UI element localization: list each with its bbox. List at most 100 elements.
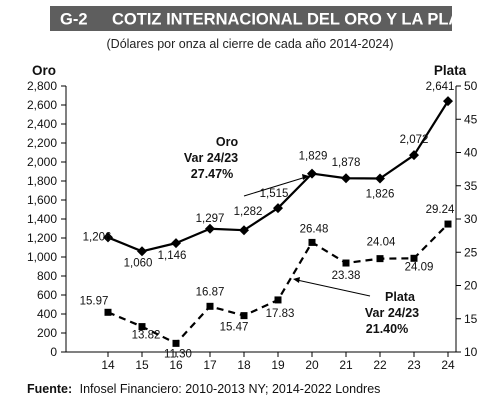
oro-data-label: 1,060	[124, 257, 153, 269]
left-tick-label: 1,600	[27, 193, 57, 207]
series-oro	[103, 96, 453, 257]
oro-data-label: 1,206	[83, 231, 112, 243]
plata-annotation-arrowhead	[293, 277, 300, 283]
left-tick-label: 1,400	[27, 212, 57, 226]
plata-point	[342, 259, 350, 267]
right-tick-label: 15	[464, 312, 478, 326]
x-tick-label: 22	[373, 358, 387, 372]
plata-data-label: 24.04	[367, 237, 396, 249]
oro-point	[375, 173, 385, 184]
plata-data-label: 11.30	[164, 348, 192, 360]
right-tick-label: 35	[464, 179, 478, 193]
right-tick-label: 50	[464, 79, 478, 93]
plata-annotation-line-1: Plata	[385, 290, 416, 304]
left-tick-label: 2,200	[27, 136, 57, 150]
right-axis-ticks: 10 15 20 25 30 35 40 45 50	[456, 79, 478, 359]
x-tick-label: 14	[101, 358, 115, 372]
right-axis-title: Plata	[434, 63, 467, 78]
series-plata	[104, 220, 452, 347]
right-tick-label: 10	[464, 345, 478, 359]
plata-data-label: 17.83	[266, 308, 295, 320]
header-title: COTIZ INTERNACIONAL DEL ORO Y LA PLATA	[112, 11, 480, 29]
oro-point	[409, 150, 419, 161]
plata-point	[274, 296, 282, 304]
plata-data-label: 15.47	[220, 322, 249, 334]
oro-line	[107, 100, 449, 253]
oro-data-label: 1,146	[158, 250, 187, 262]
x-axis-ticks: 14 15 16 17 18 19 20 21 22 23 24	[101, 352, 455, 372]
left-axis-ticks: 0 200 400 600 800 1,000 1,200 1,400 1,600 1,800 2,…	[27, 79, 66, 359]
footer-source: Fuente: Infosel Financiero: 2010-2013 NY…	[27, 382, 380, 396]
left-axis-title: Oro	[32, 63, 56, 78]
x-tick-label: 24	[441, 358, 455, 372]
left-tick-label: 2,800	[27, 79, 57, 93]
oro-annotation-arrowhead	[302, 174, 309, 180]
plata-data-label: 16.87	[196, 286, 225, 298]
footer-source-label: Fuente:	[27, 382, 72, 396]
plata-annotation-arrow	[296, 279, 371, 297]
oro-point	[307, 168, 317, 179]
x-tick-label: 23	[407, 358, 421, 372]
left-tick-label: 400	[37, 307, 57, 321]
oro-data-label: 2,641	[426, 81, 455, 93]
left-tick-label: 1,200	[27, 231, 57, 245]
left-tick-label: 600	[37, 288, 57, 302]
plata-data-label: 13.82	[132, 330, 161, 342]
oro-point	[137, 246, 147, 257]
oro-annotation-line-1: Oro	[216, 135, 239, 149]
oro-annotation: Oro Var 24/23 27.47%	[184, 135, 309, 197]
right-tick-label: 20	[464, 279, 478, 293]
left-tick-label: 2,400	[27, 117, 57, 131]
oro-data-label: 1,826	[366, 189, 395, 201]
left-tick-label: 0	[50, 345, 57, 359]
oro-annotation-line-3: 27.47%	[191, 167, 233, 181]
x-tick-label: 17	[203, 358, 217, 372]
oro-point	[103, 232, 113, 243]
plata-annotation: Plata Var 24/23 21.40%	[293, 277, 419, 336]
left-tick-label: 1,000	[27, 250, 57, 264]
left-tick-label: 2,000	[27, 155, 57, 169]
plata-point	[240, 312, 248, 320]
header-code: G-2	[60, 11, 88, 29]
oro-data-label: 1,829	[299, 151, 328, 163]
x-tick-label: 19	[271, 358, 285, 372]
plata-data-label: 26.48	[300, 223, 329, 235]
right-tick-label: 30	[464, 212, 478, 226]
plata-data-label: 15.97	[80, 295, 109, 307]
left-tick-label: 200	[37, 326, 57, 340]
plata-point	[444, 220, 452, 228]
oro-annotation-arrow	[243, 176, 307, 197]
oro-data-label: 1,515	[260, 188, 289, 200]
oro-point	[443, 96, 453, 107]
plata-point	[308, 238, 316, 246]
plata-data-label: 23.38	[332, 270, 361, 282]
plata-point	[410, 254, 418, 262]
x-tick-label: 18	[237, 358, 251, 372]
plata-point	[172, 339, 180, 347]
plata-annotation-line-3: 21.40%	[366, 322, 408, 336]
chart-subtitle: (Dólares por onza al cierre de cada año …	[107, 37, 394, 51]
plata-point	[206, 302, 214, 310]
x-tick-label: 21	[339, 358, 353, 372]
plata-point	[104, 308, 112, 316]
oro-point	[341, 173, 351, 184]
oro-point	[171, 238, 181, 249]
header-bar	[50, 6, 452, 31]
plata-point	[138, 323, 146, 331]
x-tick-label: 16	[169, 358, 183, 372]
oro-data-label: 2,072	[400, 134, 429, 146]
plata-data-label: 24.09	[405, 261, 434, 273]
plata-point	[376, 255, 384, 263]
right-tick-label: 40	[464, 146, 478, 160]
oro-data-label: 1,878	[332, 157, 361, 169]
oro-point	[239, 225, 249, 236]
oro-data-label: 1,282	[234, 206, 263, 218]
plata-data-label: 29.24	[426, 204, 455, 216]
left-tick-label: 800	[37, 269, 57, 283]
footer-source-text: Infosel Financiero: 2010-2013 NY; 2014-2…	[80, 382, 381, 396]
left-tick-label: 1,800	[27, 174, 57, 188]
right-tick-label: 45	[464, 112, 478, 126]
x-tick-label: 20	[305, 358, 319, 372]
